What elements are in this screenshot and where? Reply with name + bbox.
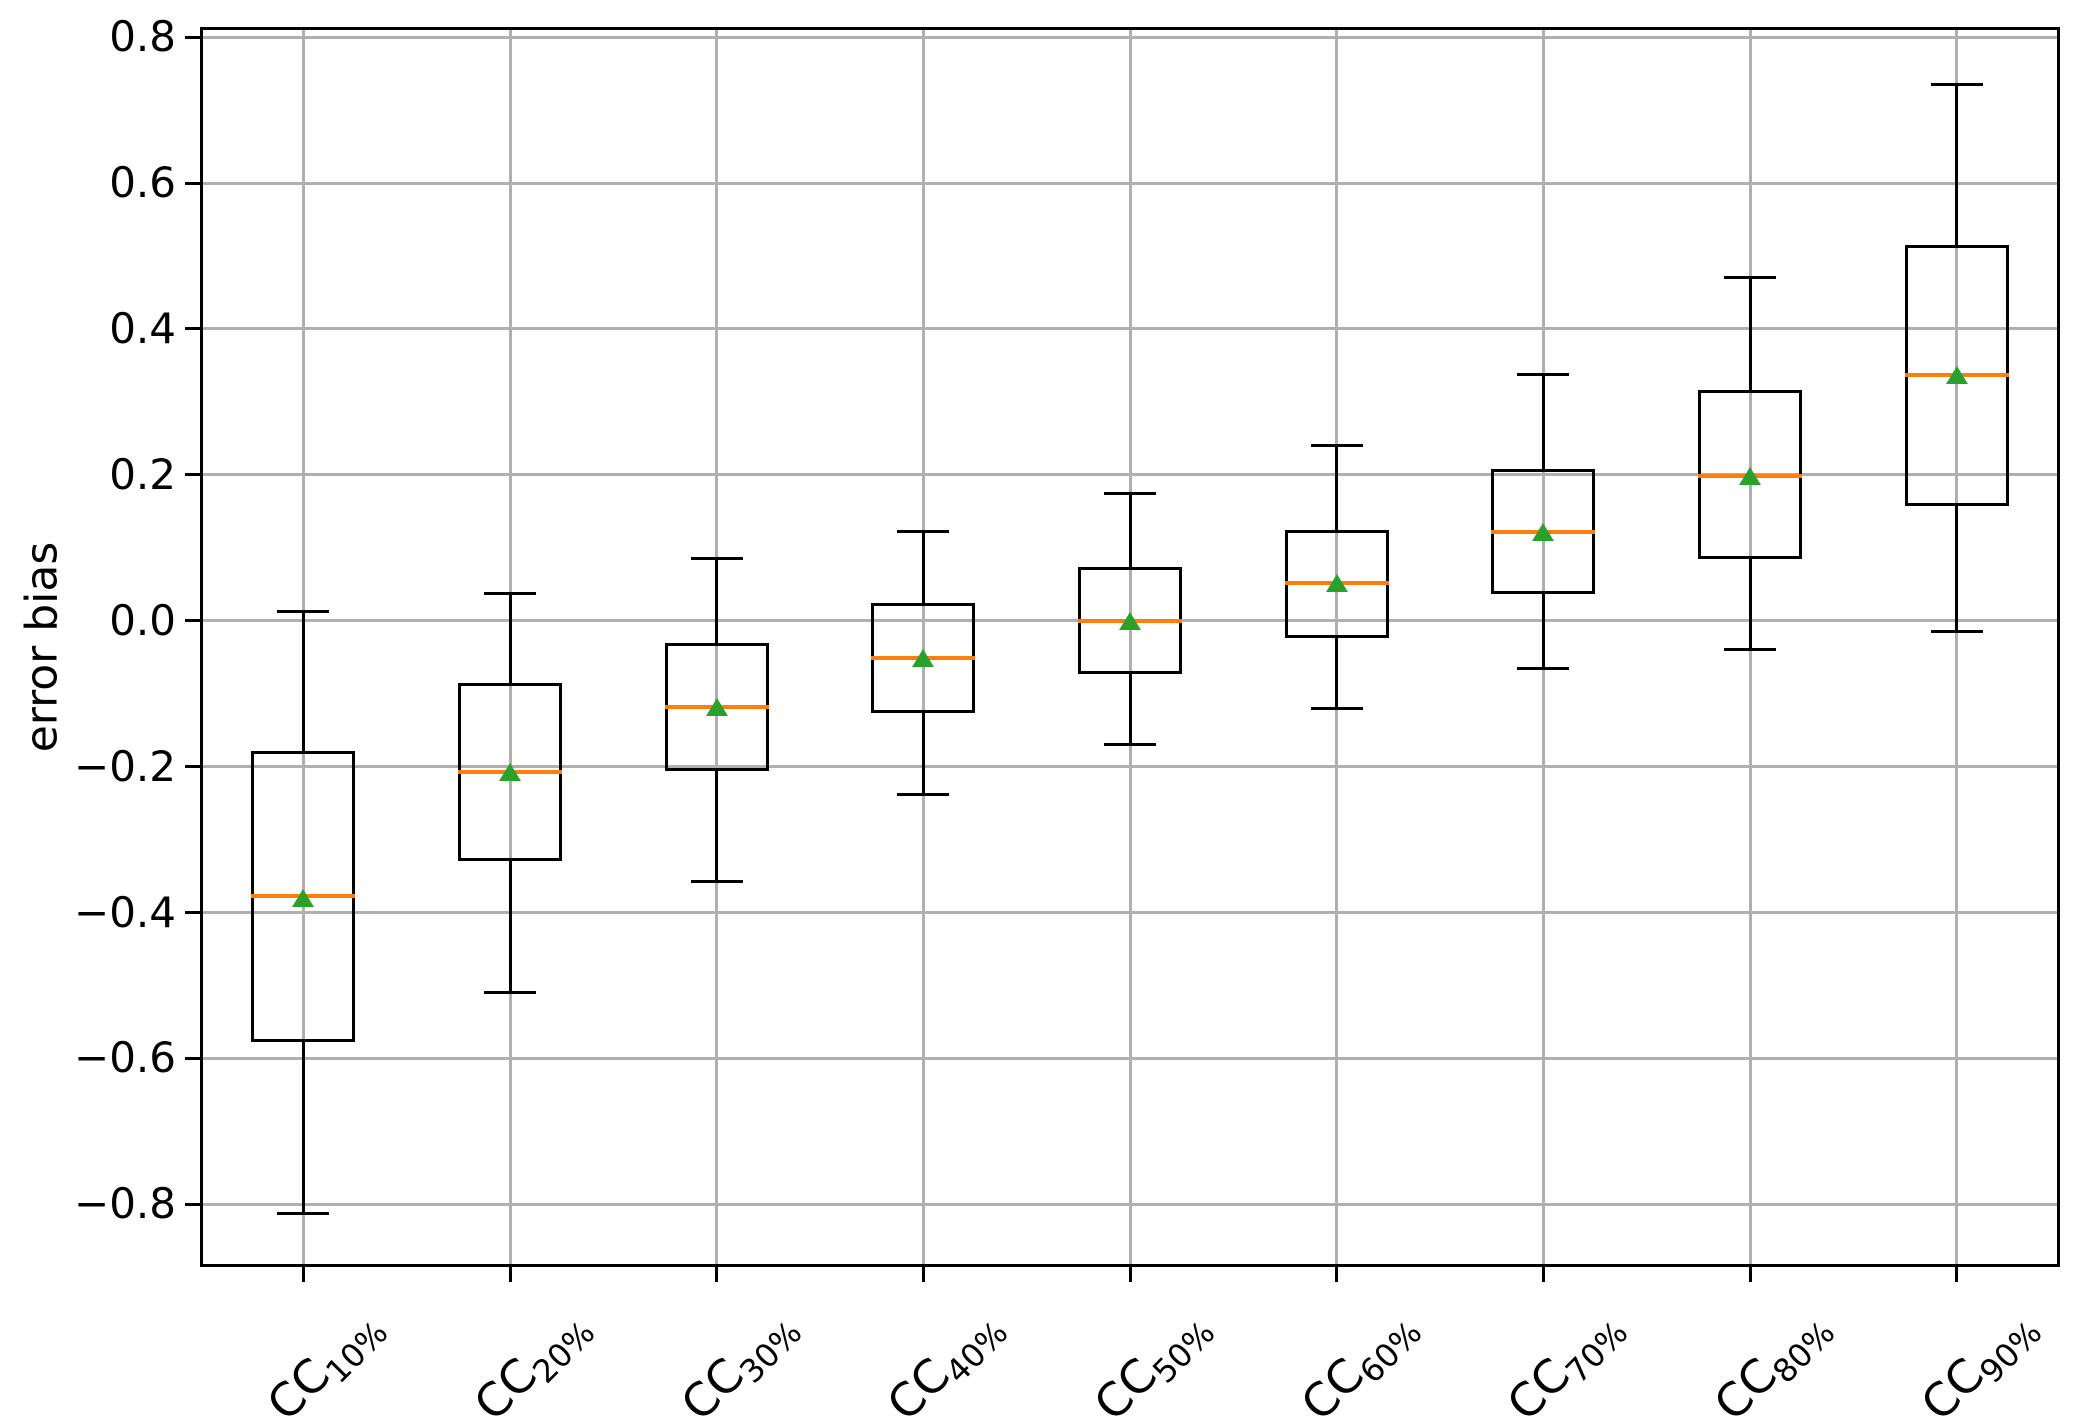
x-tick-mark [1748, 1267, 1752, 1282]
x-tick-mark [1128, 1267, 1132, 1282]
lower-whisker-cap [690, 880, 743, 884]
y-tick-label: −0.6 [74, 1033, 176, 1083]
x-tick-label: CC80% [1576, 1300, 1842, 1424]
upper-whisker [1335, 445, 1339, 531]
lower-whisker [1748, 558, 1752, 650]
upper-whisker-cap [277, 609, 330, 613]
upper-whisker [1748, 277, 1752, 391]
lower-whisker [301, 1042, 305, 1213]
upper-whisker-cap [897, 529, 950, 533]
lower-whisker-cap [897, 792, 950, 796]
upper-whisker [1541, 374, 1545, 469]
upper-whisker-cap [1517, 372, 1570, 376]
y-tick-mark [185, 473, 200, 477]
x-tick-mark [921, 1267, 925, 1282]
lower-whisker [1541, 593, 1545, 669]
x-gridline [1955, 27, 1959, 1267]
y-tick-label: 0.8 [109, 12, 176, 62]
mean-marker [1325, 573, 1348, 592]
x-tick-label: CC20% [336, 1300, 602, 1424]
mean-marker [499, 763, 521, 782]
x-tick-mark [1541, 1267, 1545, 1282]
y-tick-label: 0.0 [109, 595, 176, 645]
mean-marker [1945, 365, 1968, 384]
lower-whisker [1128, 673, 1132, 745]
x-tick-mark [715, 1267, 719, 1282]
x-tick-label: CC10% [129, 1300, 396, 1424]
y-tick-mark [185, 327, 200, 331]
y-tick-label: −0.4 [74, 887, 176, 937]
upper-whisker [921, 531, 925, 604]
y-tick-label: −0.8 [74, 1179, 176, 1229]
mean-marker [912, 648, 935, 667]
lower-whisker-cap [1930, 630, 1983, 634]
x-tick-label: CC50% [956, 1300, 1222, 1424]
lower-whisker-cap [1724, 648, 1776, 652]
upper-whisker-cap [1104, 491, 1156, 495]
upper-whisker-cap [690, 557, 743, 561]
upper-whisker [715, 558, 719, 643]
y-axis-label: error bias [16, 541, 68, 753]
upper-whisker [508, 593, 512, 684]
x-tick-label: CC30% [542, 1300, 809, 1424]
x-tick-label: CC40% [749, 1300, 1016, 1424]
upper-whisker [301, 611, 305, 751]
plot-area [200, 27, 2060, 1267]
mean-marker [292, 888, 315, 907]
x-tick-mark [1955, 1267, 1959, 1282]
mean-marker [705, 697, 728, 716]
upper-whisker-cap [1310, 444, 1363, 448]
y-tick-label: −0.2 [74, 741, 176, 791]
y-tick-label: 0.4 [109, 303, 176, 353]
lower-whisker-cap [1310, 706, 1363, 710]
x-gridline [921, 27, 925, 1267]
lower-whisker-cap [277, 1211, 330, 1215]
upper-whisker [1128, 493, 1132, 567]
x-tick-label: CC90% [1782, 1300, 2049, 1424]
x-tick-mark [301, 1267, 305, 1282]
y-tick-mark [185, 181, 200, 185]
y-tick-mark [185, 619, 200, 623]
lower-whisker [1335, 637, 1339, 709]
mean-marker [1119, 611, 1141, 630]
lower-whisker-cap [1104, 743, 1156, 747]
y-tick-mark [185, 1056, 200, 1060]
x-gridline [1128, 27, 1132, 1267]
x-gridline [715, 27, 719, 1267]
lower-whisker [1955, 506, 1959, 632]
x-tick-mark [508, 1267, 512, 1282]
upper-whisker [1955, 84, 1959, 246]
upper-whisker-cap [1930, 83, 1983, 87]
upper-whisker-cap [1724, 276, 1776, 280]
lower-whisker [921, 712, 925, 795]
lower-whisker-cap [1517, 666, 1570, 670]
y-tick-mark [185, 911, 200, 914]
upper-whisker-cap [484, 592, 536, 596]
mean-marker [1739, 467, 1761, 486]
y-tick-mark [185, 765, 200, 769]
mean-marker [1532, 523, 1555, 542]
y-tick-label: 0.6 [109, 158, 176, 208]
y-tick-label: 0.2 [109, 449, 176, 499]
lower-whisker [508, 861, 512, 993]
x-tick-label: CC70% [1369, 1300, 1636, 1424]
lower-whisker-cap [484, 991, 536, 995]
x-tick-label: CC60% [1162, 1300, 1429, 1424]
y-tick-mark [185, 1202, 200, 1206]
lower-whisker [715, 771, 719, 882]
x-tick-mark [1335, 1267, 1339, 1282]
y-tick-mark [185, 35, 200, 39]
